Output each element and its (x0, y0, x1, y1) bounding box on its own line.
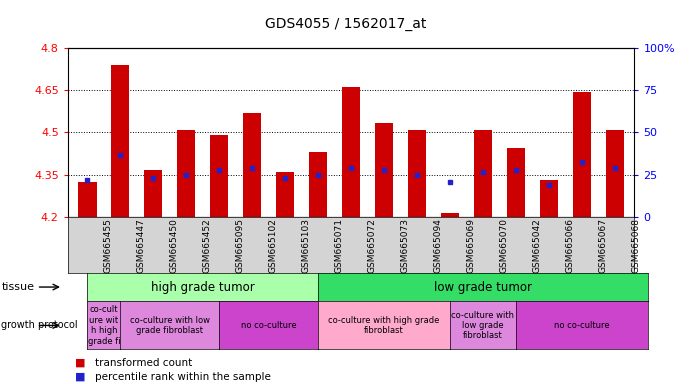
Text: transformed count: transformed count (95, 358, 193, 368)
Bar (441, 213, 459, 217)
Text: GSM665452: GSM665452 (202, 218, 211, 273)
Bar (78, 182, 97, 217)
Text: GSM665069: GSM665069 (466, 218, 475, 273)
Text: co-culture with low
grade fibroblast: co-culture with low grade fibroblast (130, 316, 210, 335)
Text: GSM665042: GSM665042 (532, 218, 541, 273)
Text: GSM665103: GSM665103 (301, 218, 311, 273)
Text: GSM665450: GSM665450 (170, 218, 179, 273)
Text: GSM665068: GSM665068 (631, 218, 640, 273)
Text: GSM665447: GSM665447 (137, 218, 146, 273)
Text: co-cult
ure wit
h high
grade fi: co-cult ure wit h high grade fi (88, 305, 120, 346)
Bar (573, 92, 591, 217)
Text: high grade tumor: high grade tumor (151, 281, 255, 293)
Text: GSM665094: GSM665094 (433, 218, 442, 273)
Bar (342, 88, 360, 217)
Text: ■: ■ (75, 372, 85, 382)
Text: GSM665070: GSM665070 (500, 218, 509, 273)
Text: no co-culture: no co-culture (553, 321, 609, 330)
Bar (474, 130, 492, 217)
Bar (408, 130, 426, 217)
Text: co-culture with
low grade
fibroblast: co-culture with low grade fibroblast (451, 311, 514, 340)
Text: GSM665067: GSM665067 (598, 218, 607, 273)
Text: GSM665073: GSM665073 (401, 218, 410, 273)
Text: GSM665095: GSM665095 (236, 218, 245, 273)
Text: GDS4055 / 1562017_at: GDS4055 / 1562017_at (265, 17, 426, 31)
Bar (309, 152, 327, 217)
Text: GSM665455: GSM665455 (104, 218, 113, 273)
Text: GSM665072: GSM665072 (368, 218, 377, 273)
Text: co-culture with high grade
fibroblast: co-culture with high grade fibroblast (328, 316, 439, 335)
Bar (276, 172, 294, 217)
Bar (144, 170, 162, 217)
Text: percentile rank within the sample: percentile rank within the sample (95, 372, 272, 382)
Text: no co-culture: no co-culture (241, 321, 296, 330)
Text: GSM665102: GSM665102 (269, 218, 278, 273)
Text: ■: ■ (75, 358, 85, 368)
Bar (111, 65, 129, 217)
Bar (243, 113, 261, 217)
Bar (507, 148, 524, 217)
Bar (605, 130, 624, 217)
Text: growth protocol: growth protocol (1, 320, 78, 331)
Text: GSM665071: GSM665071 (334, 218, 343, 273)
Bar (375, 122, 393, 217)
Bar (178, 130, 196, 217)
Bar (210, 135, 228, 217)
Text: tissue: tissue (1, 282, 35, 292)
Text: low grade tumor: low grade tumor (434, 281, 532, 293)
Text: GSM665066: GSM665066 (565, 218, 574, 273)
Bar (540, 180, 558, 217)
